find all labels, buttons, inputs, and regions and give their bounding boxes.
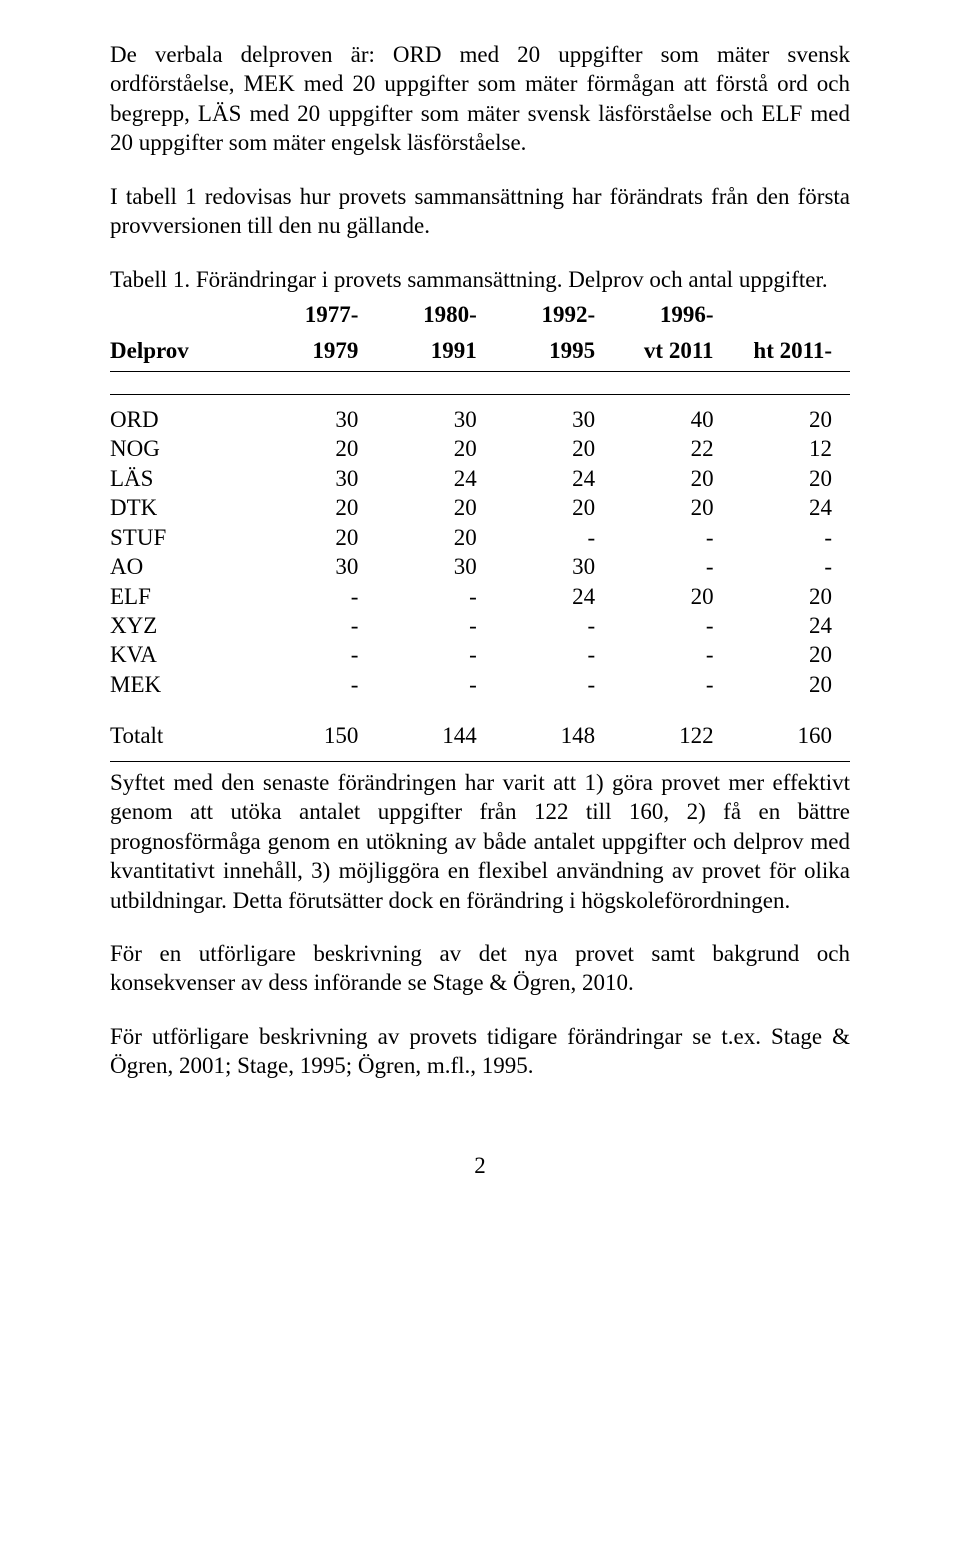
col-header: ht 2011-	[732, 336, 850, 371]
row-label: LÄS	[110, 464, 258, 493]
row-value: -	[732, 552, 850, 581]
row-value: 160	[732, 721, 850, 750]
row-label: STUF	[110, 523, 258, 552]
row-value: 22	[613, 434, 731, 463]
row-value: -	[258, 670, 376, 699]
row-value: 122	[613, 721, 731, 750]
row-value: -	[495, 523, 613, 552]
row-value: -	[495, 640, 613, 669]
col-header: 1995	[495, 336, 613, 371]
table-row: MEK----20	[110, 670, 850, 699]
row-value: 12	[732, 434, 850, 463]
row-value: 20	[376, 434, 494, 463]
row-value: -	[613, 640, 731, 669]
row-value: -	[376, 582, 494, 611]
table-row: KVA----20	[110, 640, 850, 669]
paragraph-purpose: Syftet med den senaste förändringen har …	[110, 768, 850, 915]
row-value: 20	[732, 405, 850, 434]
table-row: STUF2020---	[110, 523, 850, 552]
row-value: 24	[732, 611, 850, 640]
row-value: -	[258, 640, 376, 669]
row-value: -	[613, 611, 731, 640]
row-label: Totalt	[110, 721, 258, 750]
row-value: 20	[613, 582, 731, 611]
paragraph-ref1: För en utförligare beskrivning av det ny…	[110, 939, 850, 998]
row-value: 30	[258, 405, 376, 434]
row-value: -	[258, 611, 376, 640]
row-value: 148	[495, 721, 613, 750]
table-row: AO303030--	[110, 552, 850, 581]
col-header: vt 2011	[613, 336, 731, 371]
row-value: 20	[376, 523, 494, 552]
row-value: 24	[732, 493, 850, 522]
row-value: 30	[258, 464, 376, 493]
table-header-row-1: 1977- 1980- 1992- 1996-	[110, 300, 850, 335]
row-value: 30	[495, 552, 613, 581]
row-value: 40	[613, 405, 731, 434]
paragraph-intro: De verbala delproven är: ORD med 20 uppg…	[110, 40, 850, 158]
row-label: NOG	[110, 434, 258, 463]
row-value: 30	[376, 405, 494, 434]
page-number: 2	[110, 1151, 850, 1180]
table-row: Totalt150144148122160	[110, 721, 850, 750]
col-header: 1991	[376, 336, 494, 371]
row-value: 20	[376, 493, 494, 522]
row-value: -	[732, 523, 850, 552]
row-value: 150	[258, 721, 376, 750]
row-value: 20	[495, 493, 613, 522]
row-value: -	[613, 552, 731, 581]
row-value: -	[495, 670, 613, 699]
paragraph-ref2: För utförligare beskrivning av provets t…	[110, 1022, 850, 1081]
table-row: ORD3030304020	[110, 405, 850, 434]
row-value: -	[613, 670, 731, 699]
row-value: 20	[732, 670, 850, 699]
row-label: ORD	[110, 405, 258, 434]
row-value: -	[376, 640, 494, 669]
table-row: NOG2020202212	[110, 434, 850, 463]
row-value: 20	[258, 493, 376, 522]
table-row: LÄS3024242020	[110, 464, 850, 493]
row-label: DTK	[110, 493, 258, 522]
row-value: 20	[613, 464, 731, 493]
table-row: DTK2020202024	[110, 493, 850, 522]
row-value: -	[613, 523, 731, 552]
row-value: 20	[613, 493, 731, 522]
row-label: MEK	[110, 670, 258, 699]
row-value: 20	[495, 434, 613, 463]
row-label: XYZ	[110, 611, 258, 640]
row-value: -	[258, 582, 376, 611]
row-value: -	[495, 611, 613, 640]
row-value: 20	[732, 464, 850, 493]
table-row: XYZ----24	[110, 611, 850, 640]
row-value: 30	[376, 552, 494, 581]
row-value: -	[376, 611, 494, 640]
row-value: 24	[376, 464, 494, 493]
row-value: 144	[376, 721, 494, 750]
col-header: 1977-	[258, 300, 376, 335]
col-header: 1980-	[376, 300, 494, 335]
table-row: ELF--242020	[110, 582, 850, 611]
row-label: ELF	[110, 582, 258, 611]
row-value: 20	[258, 523, 376, 552]
row-value: 24	[495, 582, 613, 611]
row-value: 20	[258, 434, 376, 463]
row-value: 24	[495, 464, 613, 493]
col-header: 1979	[258, 336, 376, 371]
col-header: 1996-	[613, 300, 731, 335]
row-value: -	[376, 670, 494, 699]
paragraph-tableref: I tabell 1 redovisas hur provets sammans…	[110, 182, 850, 241]
row-label: AO	[110, 552, 258, 581]
table-caption: Tabell 1. Förändringar i provets sammans…	[110, 265, 850, 294]
composition-table: 1977- 1980- 1992- 1996- Delprov 1979 199…	[110, 300, 850, 762]
row-value: 30	[495, 405, 613, 434]
row-value: 20	[732, 640, 850, 669]
table-header-row-2: Delprov 1979 1991 1995 vt 2011 ht 2011-	[110, 336, 850, 371]
col-header: 1992-	[495, 300, 613, 335]
row-value: 20	[732, 582, 850, 611]
row-value: 30	[258, 552, 376, 581]
col-header: Delprov	[110, 336, 258, 371]
row-label: KVA	[110, 640, 258, 669]
